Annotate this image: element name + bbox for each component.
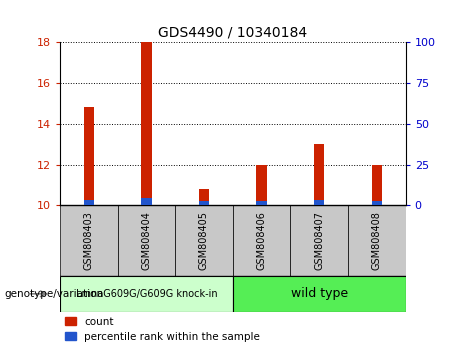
Bar <box>256 165 267 205</box>
Text: GSM808403: GSM808403 <box>84 211 94 270</box>
Bar <box>314 144 325 205</box>
Bar <box>256 201 267 205</box>
Bar <box>60 205 118 276</box>
Text: LmnaG609G/G609G knock-in: LmnaG609G/G609G knock-in <box>76 289 217 299</box>
Bar <box>233 276 406 312</box>
Bar <box>372 201 382 205</box>
Bar <box>175 205 233 276</box>
Bar <box>83 200 94 205</box>
Bar <box>348 205 406 276</box>
Text: GSM808404: GSM808404 <box>142 211 151 270</box>
Bar <box>233 205 290 276</box>
Title: GDS4490 / 10340184: GDS4490 / 10340184 <box>158 26 307 40</box>
Bar <box>290 205 348 276</box>
Legend: count, percentile rank within the sample: count, percentile rank within the sample <box>65 317 260 342</box>
Text: wild type: wild type <box>291 287 348 300</box>
Text: genotype/variation: genotype/variation <box>5 289 104 299</box>
Bar <box>199 201 209 205</box>
Text: GSM808406: GSM808406 <box>257 211 266 270</box>
Bar <box>141 42 152 205</box>
Text: GSM808408: GSM808408 <box>372 211 382 270</box>
Text: GSM808407: GSM808407 <box>314 211 324 270</box>
Bar <box>83 107 94 205</box>
Text: GSM808405: GSM808405 <box>199 211 209 270</box>
Bar <box>141 198 152 205</box>
Bar <box>199 189 209 205</box>
Bar <box>314 200 325 205</box>
Bar <box>118 205 175 276</box>
Bar <box>60 276 233 312</box>
Bar <box>372 165 382 205</box>
